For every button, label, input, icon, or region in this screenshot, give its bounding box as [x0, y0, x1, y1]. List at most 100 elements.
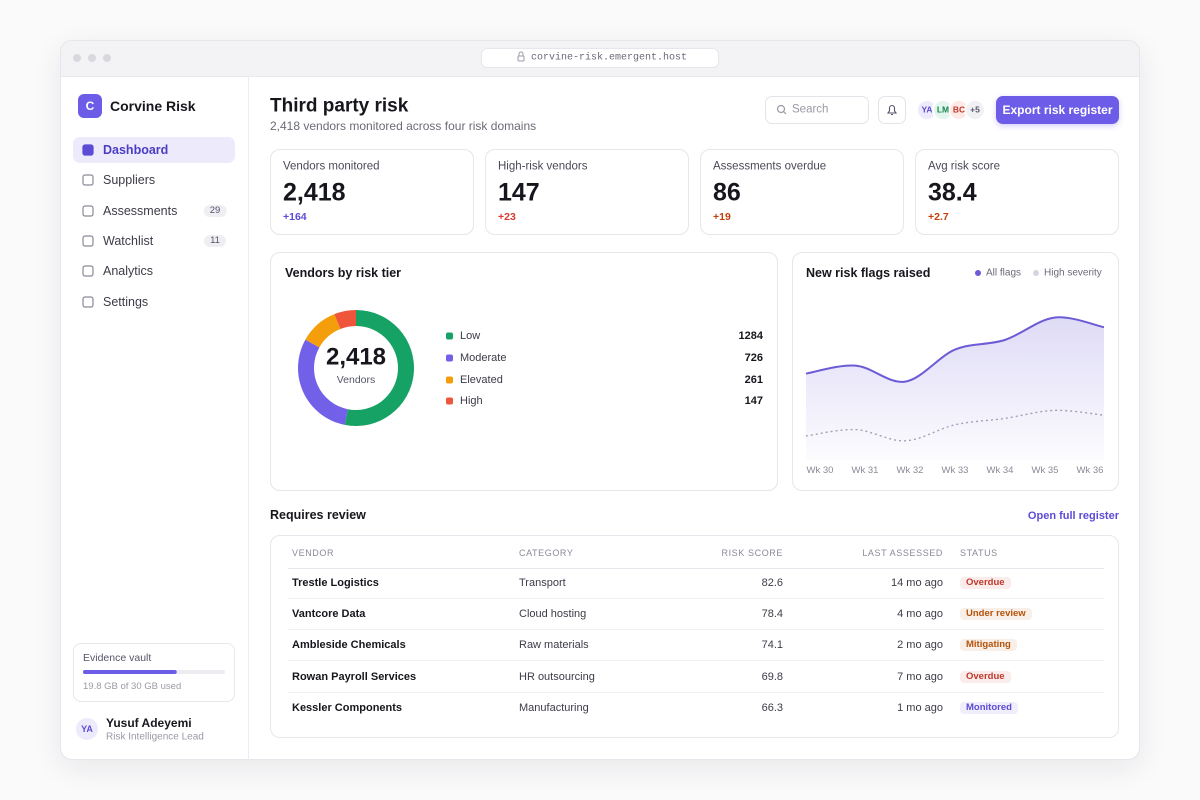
status-pill: Under review [960, 608, 1032, 620]
legend-label: Low [460, 330, 481, 342]
nav-active-bg [73, 137, 235, 163]
legend-value: 1284 [738, 330, 763, 342]
kpi-delta: +164 [283, 211, 307, 223]
url-bar [481, 48, 719, 68]
bell-button[interactable] [878, 96, 906, 124]
table-cell: Trestle Logistics [292, 577, 379, 589]
nav-item[interactable]: Watchlist [103, 234, 154, 248]
table-cell: Transport [519, 577, 566, 589]
table-cell: 1 mo ago [897, 702, 943, 714]
table-cell: 69.8 [761, 671, 783, 683]
donut-center-label: Vendors [336, 374, 376, 386]
chart-card [792, 252, 1119, 491]
legend-label: All flags [986, 267, 1022, 279]
table-cell: Kessler Components [292, 702, 403, 714]
user-role: Risk Intelligence Lead [106, 731, 204, 743]
export-button[interactable] [996, 96, 1119, 124]
table-cell: 7 mo ago [897, 671, 943, 683]
column-header: STATUS [960, 548, 998, 558]
kpi-value: 2,418 [283, 178, 346, 207]
logo [78, 94, 102, 118]
kpi-delta: +2.7 [928, 211, 949, 223]
kpi-label: High-risk vendors [498, 160, 588, 173]
table-cell: Vantcore Data [292, 608, 366, 620]
kpi-card [700, 149, 904, 235]
legend-label: Moderate [460, 352, 507, 364]
nav-item[interactable]: Suppliers [103, 173, 156, 187]
page-subtitle: 2,418 vendors monitored across four risk… [270, 119, 537, 133]
table-link[interactable]: Open full register [1027, 510, 1119, 522]
table-cell: 66.3 [761, 702, 783, 714]
nav-badge: 11 [204, 235, 226, 247]
logo-letter: C [85, 99, 95, 113]
chart-title: Vendors by risk tier [285, 266, 402, 280]
kpi-card [915, 149, 1119, 235]
table-cell: Rowan Payroll Services [292, 671, 417, 683]
kpi-label: Vendors monitored [283, 160, 380, 173]
section-title: Requires review [270, 508, 366, 522]
x-tick-label: Wk 31 [851, 465, 879, 476]
status-pill: Monitored [960, 702, 1018, 714]
table-cell: 78.4 [761, 608, 783, 620]
x-tick-label: Wk 32 [896, 465, 924, 476]
donut-center-value: 2,418 [325, 343, 387, 371]
user-initials: YA [81, 724, 93, 734]
table-cell: Raw materials [519, 639, 589, 651]
legend-label: Elevated [460, 374, 503, 386]
team-avatar-initials: LM [936, 104, 950, 115]
search-placeholder: Search [792, 103, 829, 116]
storage-caption: 19.8 GB of 30 GB used [83, 681, 182, 692]
status-pill: Mitigating [960, 639, 1017, 651]
kpi-value: 147 [498, 178, 540, 207]
table-cell: 4 mo ago [897, 608, 943, 620]
x-tick-label: Wk 35 [1031, 465, 1059, 476]
status-pill: Overdue [960, 577, 1011, 589]
team-avatar-initials: YA [921, 104, 933, 115]
legend-value: 261 [744, 374, 763, 386]
brand-name: Corvine Risk [110, 98, 196, 114]
table-cell: 2 mo ago [897, 639, 943, 651]
nav-badge: 29 [203, 205, 227, 217]
column-header: RISK SCORE [721, 548, 783, 558]
table-cell: 82.6 [761, 577, 783, 589]
user-name: Yusuf Adeyemi [106, 716, 192, 730]
column-header: LAST ASSESSED [862, 548, 943, 558]
table-cell: HR outsourcing [519, 671, 595, 683]
legend-label: High severity [1044, 267, 1102, 279]
kpi-delta: +23 [498, 211, 516, 223]
x-tick-label: Wk 33 [941, 465, 969, 476]
table-cell: Manufacturing [519, 702, 589, 714]
x-tick-label: Wk 34 [986, 465, 1014, 476]
status-pill: Overdue [960, 671, 1011, 683]
page-title: Third party risk [270, 95, 409, 117]
kpi-label: Avg risk score [928, 160, 1001, 173]
export-button-label[interactable]: Export risk register [1002, 103, 1113, 117]
x-tick-label: Wk 30 [806, 465, 834, 476]
nav-item[interactable]: Dashboard [103, 143, 169, 157]
kpi-label: Assessments overdue [713, 160, 827, 173]
legend-label: High [460, 395, 483, 407]
x-tick-label: Wk 36 [1076, 465, 1104, 476]
kpi-value: 38.4 [928, 178, 977, 207]
url: corvine-risk.emergent.host [531, 52, 688, 64]
chart-title: New risk flags raised [806, 266, 931, 280]
nav-item[interactable]: Settings [103, 295, 149, 309]
team-avatar-more-count: +5 [970, 104, 980, 115]
kpi-card [270, 149, 474, 235]
table-cell: 14 mo ago [891, 577, 943, 589]
kpi-value: 86 [713, 178, 741, 207]
nav-item[interactable]: Assessments [103, 204, 178, 218]
legend-value: 726 [744, 352, 763, 364]
nav-item[interactable]: Analytics [103, 264, 154, 278]
kpi-delta: +19 [713, 211, 731, 223]
kpi-card [485, 149, 689, 235]
legend-value: 147 [744, 395, 763, 407]
team-avatar-initials: BC [952, 104, 966, 115]
table-cell: Ambleside Chemicals [292, 639, 406, 651]
storage-label: Evidence vault [83, 652, 152, 664]
column-header: CATEGORY [519, 548, 574, 558]
table-cell: 74.1 [761, 639, 783, 651]
column-header: VENDOR [292, 548, 335, 558]
table-cell: Cloud hosting [519, 608, 587, 620]
